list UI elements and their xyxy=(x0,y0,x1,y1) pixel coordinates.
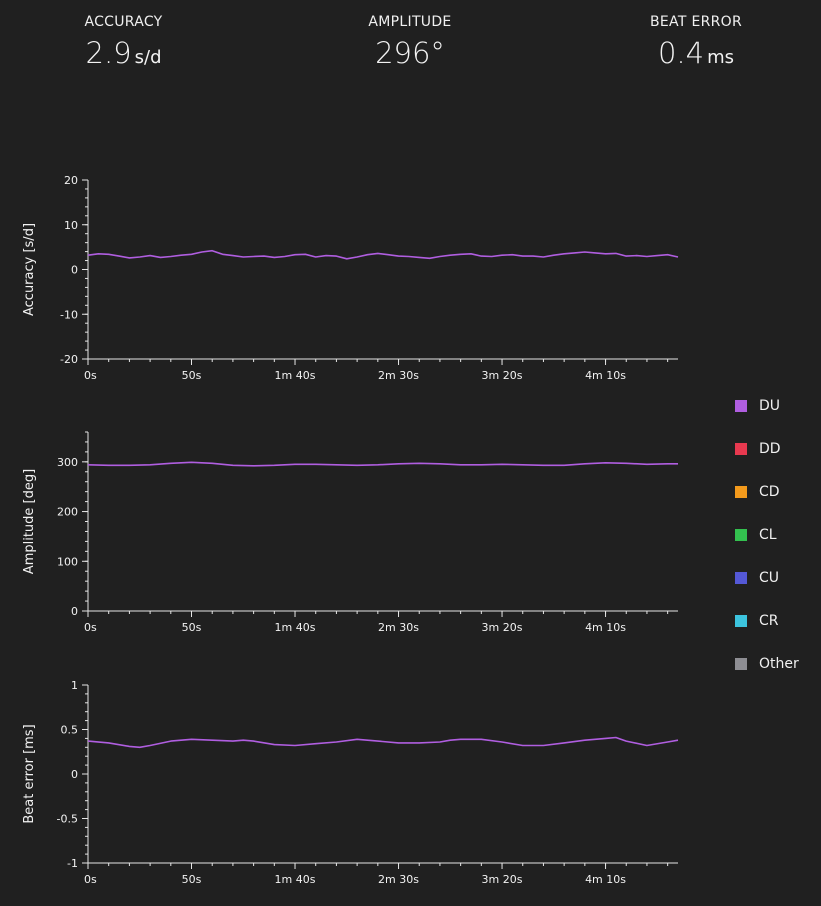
accuracy-metric: ACCURACY 2.9 s/d xyxy=(62,14,185,70)
x-tick-label: 0s xyxy=(84,621,97,634)
legend-swatch xyxy=(735,399,747,412)
y-tick-label: 300 xyxy=(57,456,78,469)
y-axis-title: Beat error [ms] xyxy=(22,724,37,823)
legend-swatch xyxy=(735,657,747,670)
x-tick-label: 4m 10s xyxy=(585,369,626,382)
accuracy-chart: 20 10 0 -10 -20 0s 50s 1m 40s 2m 30s 3m 20s 4m 10s… xyxy=(22,174,679,382)
legend-label: CR xyxy=(759,612,779,629)
legend-item-cd: CD xyxy=(735,470,799,513)
x-tick-label: 2m 30s xyxy=(378,369,419,382)
x-tick-label: 3m 20s xyxy=(482,621,523,634)
series-legend: DU DD CD CL CU CR Other xyxy=(735,384,799,685)
y-tick-label: 200 xyxy=(57,506,78,519)
legend-label: CL xyxy=(759,526,777,543)
accuracy-label: ACCURACY xyxy=(84,14,163,30)
legend-swatch xyxy=(735,614,747,627)
y-tick-label: -1 xyxy=(67,857,78,870)
amplitude-metric: AMPLITUDE 296° xyxy=(350,14,470,70)
x-tick-label: 2m 30s xyxy=(378,621,419,634)
y-tick-label: 20 xyxy=(64,174,78,187)
legend-swatch xyxy=(735,442,747,455)
y-tick-label: 0.5 xyxy=(61,724,79,737)
legend-label: CD xyxy=(759,483,780,500)
series-line-du xyxy=(87,461,678,467)
legend-label: Other xyxy=(759,655,799,672)
y-tick-label: 10 xyxy=(64,219,78,232)
x-tick-label: 50s xyxy=(182,369,202,382)
legend-item-cl: CL xyxy=(735,513,799,556)
series-line-du xyxy=(87,736,679,749)
y-tick-label: 0 xyxy=(71,264,78,277)
x-tick-label: 50s xyxy=(182,873,202,886)
beat-error-unit: ms xyxy=(707,47,735,68)
legend-item-other: Other xyxy=(735,642,799,685)
legend-item-cu: CU xyxy=(735,556,799,599)
legend-label: DU xyxy=(759,397,781,414)
legend-item-du: DU xyxy=(735,384,799,427)
amplitude-value: 296° xyxy=(375,36,445,70)
beat-error-value: 0.4 xyxy=(657,36,705,70)
x-tick-label: 0s xyxy=(84,873,97,886)
x-tick-label: 1m 40s xyxy=(275,369,316,382)
x-tick-label: 1m 40s xyxy=(275,873,316,886)
y-tick-label: -0.5 xyxy=(57,813,78,826)
x-tick-label: 4m 10s xyxy=(585,621,626,634)
y-tick-label: 0 xyxy=(71,768,78,781)
x-tick-label: 0s xyxy=(84,369,97,382)
legend-item-dd: DD xyxy=(735,427,799,470)
legend-swatch xyxy=(735,528,747,541)
series-line-du xyxy=(87,249,679,260)
y-axis-title: Amplitude [deg] xyxy=(22,469,37,574)
amplitude-chart: 300 200 100 0 0s 50s 1m 40s 2m 30s 3m 20s 4m 10s A… xyxy=(22,431,678,634)
y-tick-label: -20 xyxy=(60,353,78,366)
legend-label: DD xyxy=(759,440,781,457)
y-tick-label: 1 xyxy=(71,679,78,692)
x-tick-label: 3m 20s xyxy=(482,873,523,886)
x-tick-label: 4m 10s xyxy=(585,873,626,886)
legend-label: CU xyxy=(759,569,780,586)
accuracy-value: 2.9 xyxy=(85,36,132,70)
beat-error-chart: 1 0.5 0 -0.5 -1 0s 50s 1m 40s 2m 30s 3m 20s 4m 10s… xyxy=(22,679,679,886)
y-tick-label: 100 xyxy=(57,555,78,568)
legend-swatch xyxy=(735,571,747,584)
beat-error-metric: BEAT ERROR 0.4 ms xyxy=(630,14,762,70)
x-tick-label: 50s xyxy=(182,621,202,634)
y-tick-label: 0 xyxy=(71,605,78,618)
x-tick-label: 1m 40s xyxy=(275,621,316,634)
beat-error-label: BEAT ERROR xyxy=(650,14,742,30)
x-tick-label: 3m 20s xyxy=(482,369,523,382)
x-tick-label: 2m 30s xyxy=(378,873,419,886)
legend-swatch xyxy=(735,485,747,498)
amplitude-label: AMPLITUDE xyxy=(368,14,452,30)
accuracy-unit: s/d xyxy=(134,47,162,68)
y-axis-title: Accuracy [s/d] xyxy=(22,223,37,316)
y-tick-label: -10 xyxy=(60,308,78,321)
legend-item-cr: CR xyxy=(735,599,799,642)
